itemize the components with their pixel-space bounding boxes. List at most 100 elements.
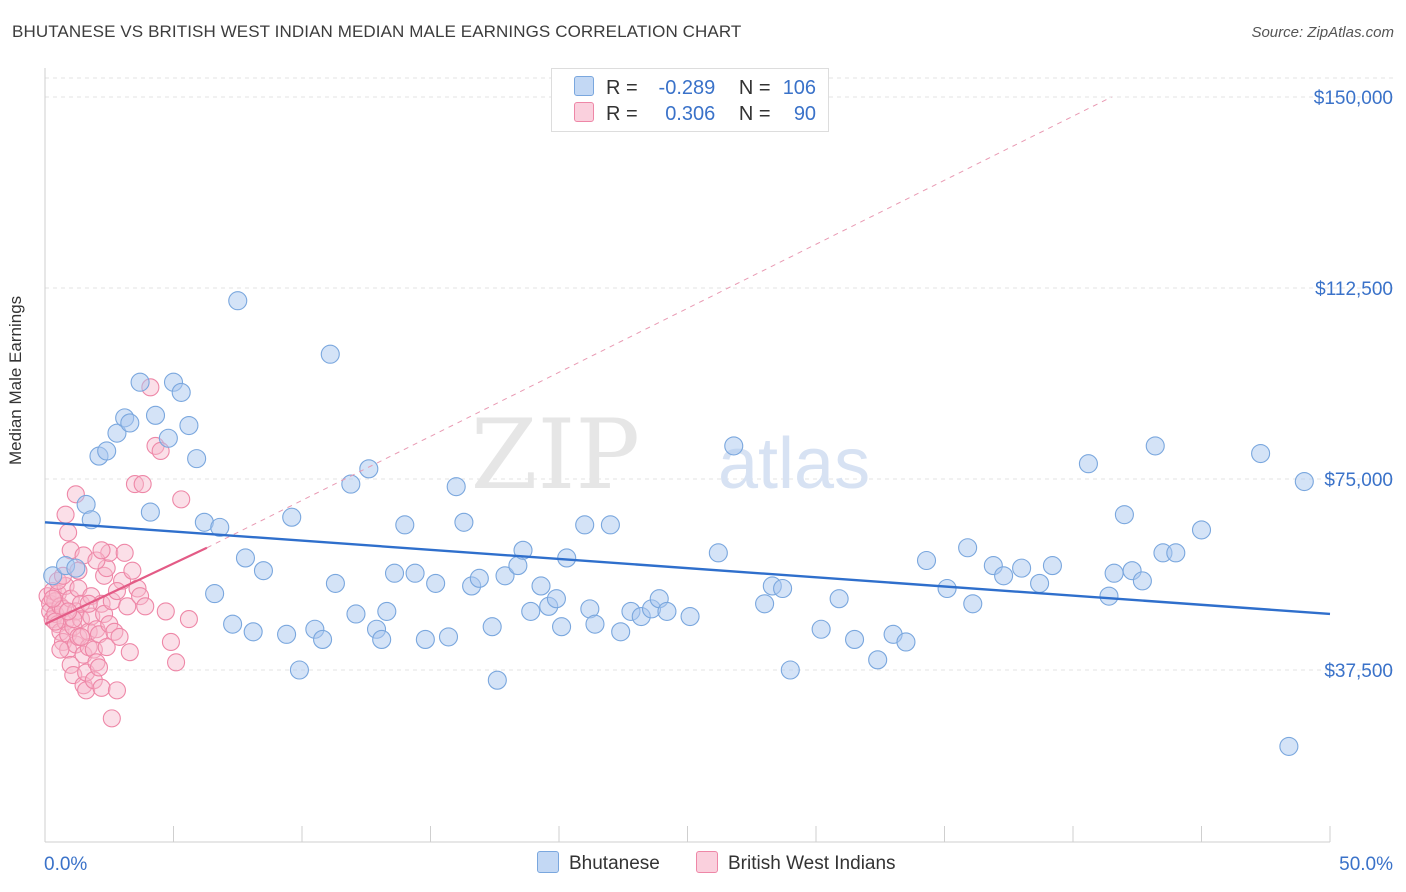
data-point-british-west-indians <box>125 475 144 494</box>
data-point-bhutanese <box>575 515 595 535</box>
y-tick-label: $37,500 <box>1324 661 1393 682</box>
data-point-bhutanese <box>454 512 474 532</box>
data-point-british-west-indians <box>161 632 180 652</box>
data-point-british-west-indians <box>131 587 150 606</box>
data-point-bhutanese <box>611 622 631 642</box>
data-point-bhutanese <box>724 436 744 456</box>
data-point-british-west-indians <box>97 559 116 578</box>
r-value: 0.306 <box>665 103 716 125</box>
correlation-legend: R = -0.289 N = 106 R = 0.306 N = 90 <box>551 68 829 132</box>
bhutanese-swatch <box>574 76 594 96</box>
chart-title: BHUTANESE VS BRITISH WEST INDIAN MEDIAN … <box>12 22 742 41</box>
data-point-bhutanese <box>140 502 160 522</box>
data-point-bhutanese <box>1012 558 1032 578</box>
data-point-bhutanese <box>1078 454 1098 474</box>
data-point-british-west-indians <box>102 709 121 728</box>
legend-item-british-west-indians[interactable]: British West Indians <box>696 851 896 875</box>
data-point-british-west-indians <box>92 678 111 697</box>
r-label: R = <box>606 77 638 99</box>
data-point-bhutanese <box>120 413 140 433</box>
trend-lines <box>44 96 1331 626</box>
legend-row-bhutanese: R = -0.289 N = 106 <box>574 76 816 100</box>
y-tick-label: $150,000 <box>1314 88 1393 109</box>
data-point-bhutanese <box>1191 520 1212 540</box>
data-point-british-west-indians <box>133 475 152 494</box>
data-point-bhutanese <box>438 627 459 647</box>
data-point-bhutanese <box>228 291 248 311</box>
n-value: 90 <box>793 103 817 125</box>
bhutanese-swatch <box>537 851 559 873</box>
data-point-bhutanese <box>384 563 405 583</box>
data-point-bhutanese <box>289 660 309 680</box>
tick-labels: $37,500 $75,000 $112,500 $150,000 0.0% 50.0% <box>44 88 1393 875</box>
data-point-bhutanese <box>963 594 983 614</box>
data-point-bhutanese <box>43 566 63 586</box>
data-point-british-west-indians <box>56 505 75 524</box>
data-point-british-west-indians <box>118 597 137 616</box>
y-tick-label: $112,500 <box>1315 279 1393 300</box>
data-point-bhutanese <box>487 670 507 690</box>
data-point-british-west-indians <box>105 622 124 641</box>
data-point-bhutanese <box>708 543 728 563</box>
r-value: -0.289 <box>658 77 716 99</box>
data-point-british-west-indians <box>87 551 106 570</box>
data-point-bhutanese <box>107 423 127 443</box>
data-point-bhutanese <box>277 624 297 644</box>
data-point-bhutanese <box>896 632 916 652</box>
data-point-bhutanese <box>313 629 333 649</box>
trend-line-british-west-indians-extended <box>206 96 1112 549</box>
data-point-bhutanese <box>395 515 415 535</box>
data-point-british-west-indians <box>120 643 139 662</box>
data-point-british-west-indians <box>115 543 134 562</box>
data-point-british-west-indians <box>136 597 155 616</box>
data-point-bhutanese <box>415 629 435 649</box>
x-tick-label: 0.0% <box>44 854 87 875</box>
data-point-bhutanese <box>680 606 700 627</box>
n-value: 106 <box>782 77 817 99</box>
legend-item-bhutanese[interactable]: Bhutanese <box>537 851 660 875</box>
data-point-bhutanese <box>844 629 865 649</box>
data-point-british-west-indians <box>172 490 191 509</box>
data-point-bhutanese <box>187 449 207 469</box>
data-point-bhutanese <box>1166 543 1186 563</box>
y-tick-label: $75,000 <box>1324 470 1393 491</box>
data-point-bhutanese <box>235 548 256 568</box>
trend-line-bhutanese <box>44 521 1331 616</box>
data-point-bhutanese <box>320 344 340 364</box>
data-point-bhutanese <box>359 459 379 479</box>
data-point-bhutanese <box>97 441 117 461</box>
gridlines <box>45 77 1395 671</box>
data-point-bhutanese <box>1294 471 1314 492</box>
data-point-british-west-indians <box>179 610 198 629</box>
data-point-british-west-indians <box>79 638 98 657</box>
legend-row-british-west-indians: R = 0.306 N = 90 <box>574 102 816 126</box>
data-point-bhutanese <box>937 578 957 599</box>
data-point-bhutanese <box>531 576 551 596</box>
data-point-bhutanese <box>1114 505 1134 525</box>
data-point-bhutanese <box>171 382 191 402</box>
data-point-british-west-indians <box>51 640 70 659</box>
data-point-bhutanese <box>546 589 566 609</box>
data-point-bhutanese <box>1279 736 1299 756</box>
british-west-indians-swatch <box>574 102 594 122</box>
data-point-bhutanese <box>372 629 392 649</box>
series-bhutanese <box>43 291 1314 756</box>
data-point-bhutanese <box>210 517 230 537</box>
data-point-bhutanese <box>1030 573 1050 593</box>
watermark-atlas: atlas <box>718 424 870 504</box>
data-point-bhutanese <box>1145 436 1165 456</box>
data-point-bhutanese <box>829 589 849 609</box>
data-point-british-west-indians <box>123 561 142 580</box>
trend-line-british-west-indians <box>44 546 208 626</box>
data-point-bhutanese <box>755 594 775 614</box>
data-point-british-west-indians <box>167 653 186 672</box>
data-point-bhutanese <box>994 566 1014 586</box>
n-label: N = <box>738 77 771 99</box>
data-point-bhutanese <box>1042 556 1062 576</box>
watermark-zip: ZIP <box>471 399 640 511</box>
data-point-bhutanese <box>130 372 150 392</box>
data-point-bhutanese <box>1251 443 1271 464</box>
data-point-bhutanese <box>377 601 397 621</box>
data-point-bhutanese <box>179 415 199 436</box>
